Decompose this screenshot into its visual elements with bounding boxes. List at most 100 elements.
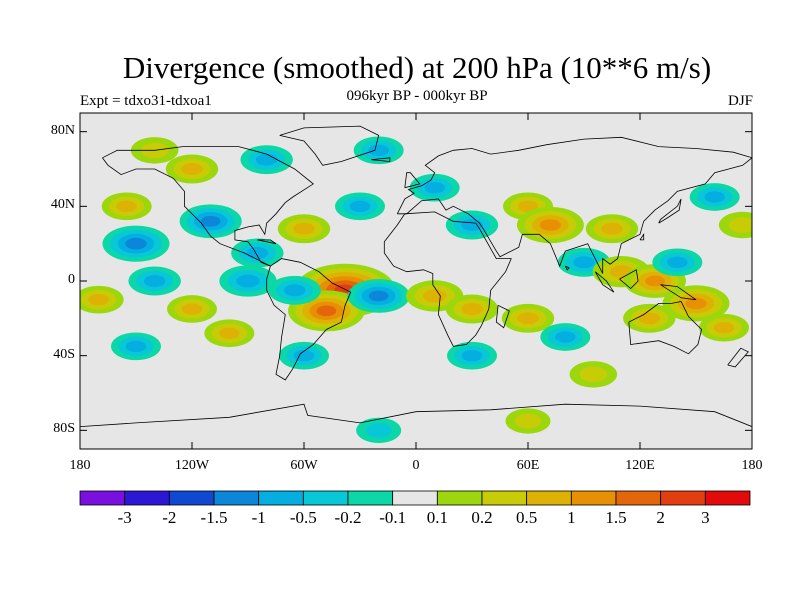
field-contour <box>539 219 562 231</box>
colorbar-swatch <box>347 490 394 506</box>
field-contour <box>728 217 752 233</box>
field-contour <box>255 153 278 166</box>
field-feature <box>268 275 321 305</box>
field-feature <box>347 279 410 313</box>
field-feature <box>165 154 219 184</box>
field-contour <box>685 297 707 310</box>
coastline <box>102 146 314 267</box>
lon-label: 60E <box>516 458 540 473</box>
coastlines <box>80 125 752 427</box>
field-contour <box>181 163 203 175</box>
colorbar-label: -0.5 <box>289 508 317 527</box>
field-feature <box>353 136 404 165</box>
colorbar-label: -1 <box>251 508 266 527</box>
lon-label: 60W <box>290 458 318 473</box>
colorbar-label: -2 <box>162 508 177 527</box>
colorbar-label: 3 <box>701 508 710 527</box>
coastline <box>594 271 615 293</box>
field-feature <box>516 206 584 244</box>
coastline <box>628 301 703 355</box>
field-contour <box>200 215 221 227</box>
field-contour <box>181 303 203 315</box>
field-contour <box>517 200 539 213</box>
colorbar-swatch <box>168 490 215 506</box>
field-contour <box>422 289 447 303</box>
field-feature <box>445 294 499 324</box>
field-contour <box>143 275 166 287</box>
coastline <box>619 269 639 290</box>
field-feature <box>102 225 170 262</box>
experiment-label: Expt = tdxo31-tdxoa1 <box>80 93 212 109</box>
field-contour <box>713 321 735 334</box>
coastline <box>383 211 512 347</box>
colorbar-label: 0.1 <box>426 508 448 527</box>
coastline <box>279 125 380 166</box>
field-contour <box>601 222 623 235</box>
field-feature <box>445 210 499 240</box>
field-contour <box>219 327 240 339</box>
field-contour <box>461 349 483 362</box>
field-contour <box>293 222 315 235</box>
lat-label: 40S <box>53 346 75 362</box>
colorbar-label: 1.5 <box>605 508 627 527</box>
field-contour <box>638 312 661 325</box>
colorbar-swatch <box>570 490 617 506</box>
colorbar-swatch <box>392 490 438 506</box>
coastline <box>495 304 510 329</box>
field-contour <box>116 200 137 213</box>
field-feature <box>80 285 124 314</box>
field-contour <box>88 293 109 306</box>
colorbar-swatch <box>124 490 170 506</box>
field-feature <box>689 183 740 211</box>
field-feature <box>662 285 730 322</box>
field-feature <box>652 248 703 277</box>
field-contour <box>316 305 337 317</box>
coastline <box>639 232 645 241</box>
coastline <box>371 157 391 162</box>
field-feature <box>699 313 749 342</box>
lon-label: 120W <box>174 458 210 473</box>
lat-label: 80S <box>53 421 75 437</box>
lon-label: 0 <box>412 458 420 473</box>
field-contour <box>125 237 147 250</box>
field-contour <box>667 256 688 269</box>
lon-label: 180 <box>69 458 91 473</box>
colorbar-label: -1.5 <box>200 508 228 527</box>
field-contour <box>368 290 389 302</box>
field-feature <box>231 238 284 268</box>
field-feature <box>505 408 551 434</box>
field-feature <box>240 145 293 175</box>
lat-label: 40N <box>50 197 75 213</box>
field-feature <box>128 266 181 296</box>
field-contour <box>555 331 576 343</box>
field-feature <box>569 361 618 388</box>
field-feature <box>447 341 497 370</box>
field-contour <box>573 256 595 269</box>
field-contour <box>283 284 306 297</box>
coastline <box>660 284 697 301</box>
field-contour <box>461 303 483 315</box>
field-feature <box>540 323 591 351</box>
colorbar-label: -0.1 <box>379 508 407 527</box>
field-feature <box>409 173 460 202</box>
field-contour <box>246 247 269 259</box>
lon-label: 180 <box>741 458 763 473</box>
coastline <box>727 347 749 368</box>
coastline <box>564 265 570 271</box>
field-contour <box>365 422 392 438</box>
field-contour <box>704 191 725 203</box>
colorbar-label: 0.5 <box>516 508 538 527</box>
field-contour <box>424 181 445 194</box>
field-feature <box>501 303 555 333</box>
field-contour <box>579 366 608 383</box>
field-contour <box>349 200 371 213</box>
field-feature <box>179 204 242 239</box>
field-contour <box>514 413 542 429</box>
figure-title: Divergence (smoothed) at 200 hPa (10**6 … <box>122 50 712 85</box>
field-feature <box>585 214 639 244</box>
colorbar-swatch <box>213 490 260 506</box>
field-feature <box>623 303 676 333</box>
coastline <box>80 403 752 427</box>
field-feature <box>277 214 331 244</box>
